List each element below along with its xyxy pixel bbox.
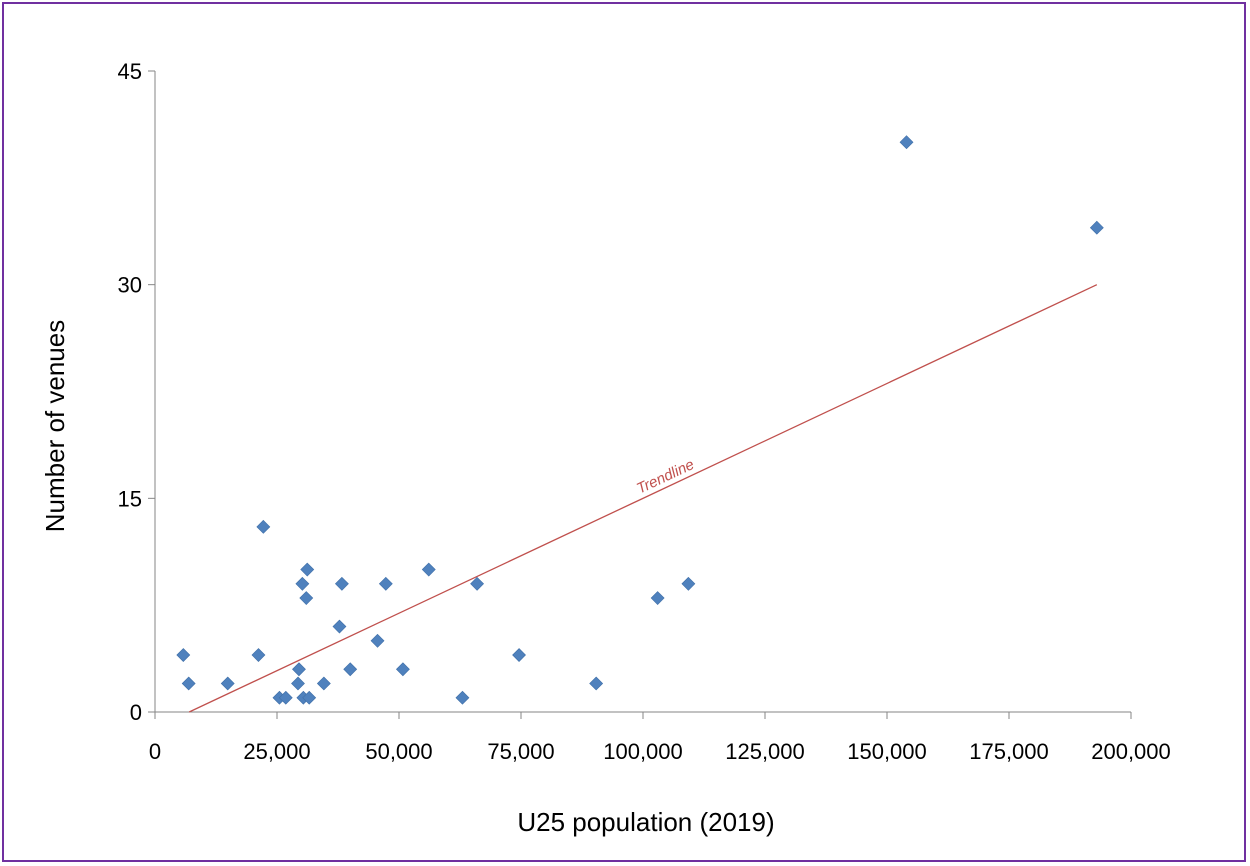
x-tick-label: 150,000 [847,739,927,764]
trendline-group: Trendline [189,285,1097,712]
data-point [651,592,664,605]
y-axis: 0 15 30 45 [118,59,155,725]
data-point [292,663,305,676]
x-tick-label: 175,000 [969,739,1049,764]
data-point [221,677,234,690]
x-tick-label: 125,000 [725,739,805,764]
data-point [300,592,313,605]
y-tick-label: 15 [118,486,142,511]
x-tick-label: 0 [149,739,161,764]
data-point [333,620,346,633]
data-point [291,677,304,690]
data-point [456,691,469,704]
x-axis-title: U25 population (2019) [517,807,774,837]
data-point [590,677,603,690]
data-point [1090,221,1103,234]
y-tick-label: 30 [118,273,142,298]
data-point [379,577,392,590]
x-tick-label: 200,000 [1091,739,1171,764]
data-point [182,677,195,690]
data-point [177,649,190,662]
data-point [396,663,409,676]
data-point [513,649,526,662]
data-point [900,136,913,149]
y-tick-label: 0 [130,700,142,725]
data-point [344,663,357,676]
data-point [257,520,270,533]
x-tick-label: 50,000 [365,739,432,764]
trendline [189,285,1097,712]
y-tick-label: 45 [118,59,142,84]
data-point [422,563,435,576]
x-tick-label: 100,000 [603,739,683,764]
data-point [335,577,348,590]
data-point [682,577,695,590]
data-point [317,677,330,690]
x-tick-label: 25,000 [243,739,310,764]
data-point [252,649,265,662]
data-point [296,577,309,590]
x-axis: 0 25,000 50,000 75,000 100,000 125,000 150,000… [149,712,1171,764]
y-axis-title: Number of venues [40,320,70,532]
data-point [301,563,314,576]
data-points [177,136,1104,705]
data-point [371,634,384,647]
x-tick-label: 75,000 [487,739,554,764]
